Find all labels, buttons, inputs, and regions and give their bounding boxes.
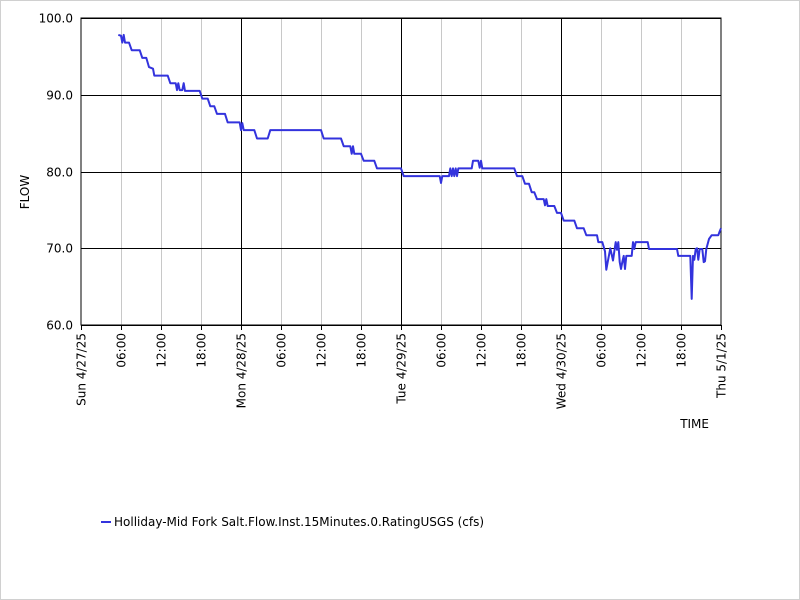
- y-tick-label: 60.0: [46, 319, 73, 333]
- x-time-label: 18:00: [515, 333, 529, 368]
- x-time-label: 12:00: [315, 333, 329, 368]
- x-time-label: 06:00: [115, 333, 129, 368]
- major-gridlines: [81, 18, 721, 326]
- minor-gridlines: [121, 18, 682, 325]
- x-time-label: 18:00: [195, 333, 209, 368]
- series-layer: [118, 33, 722, 300]
- y-tick-labels: 60.0 70.0 80.0 90.0 100.0: [39, 12, 73, 333]
- x-time-label: 06:00: [275, 333, 289, 368]
- x-time-label: 18:00: [355, 333, 369, 368]
- x-date-label: Mon 4/28/25: [235, 333, 249, 408]
- x-date-label: Tue 4/29/25: [395, 333, 409, 405]
- y-axis-title: FLOW: [18, 175, 32, 210]
- x-date-label: Sun 4/27/25: [75, 333, 89, 406]
- x-axis-title: TIME: [679, 417, 709, 431]
- y-tick-label: 80.0: [46, 166, 73, 180]
- x-time-label: 12:00: [475, 333, 489, 368]
- series-line-0: [118, 33, 722, 300]
- y-tick-label: 70.0: [46, 242, 73, 256]
- x-date-label: Thu 5/1/25: [715, 333, 729, 399]
- x-time-label: 06:00: [595, 333, 609, 368]
- x-tick-labels: Sun 4/27/25 06:00 12:00 18:00 Mon 4/28/25 06:…: [75, 325, 729, 409]
- x-time-label: 12:00: [155, 333, 169, 368]
- y-tick-label: 90.0: [46, 89, 73, 103]
- y-tick-label: 100.0: [39, 12, 73, 26]
- x-time-label: 06:00: [435, 333, 449, 368]
- x-date-label: Wed 4/30/25: [555, 333, 569, 409]
- legend-label: Holliday-Mid Fork Salt.Flow.Inst.15Minut…: [114, 515, 484, 529]
- x-time-label: 18:00: [675, 333, 689, 368]
- x-time-label: 12:00: [635, 333, 649, 368]
- legend: Holliday-Mid Fork Salt.Flow.Inst.15Minut…: [101, 515, 484, 529]
